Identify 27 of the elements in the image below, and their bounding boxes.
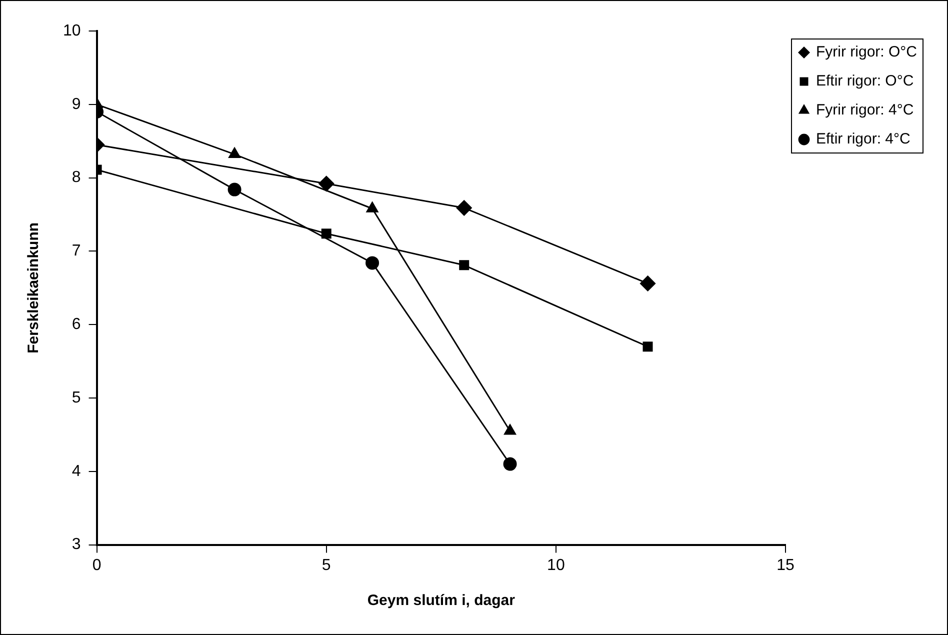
point: [321, 228, 332, 239]
point: [318, 176, 334, 192]
y-tick-label: 9: [72, 96, 81, 113]
y-tick-label: 8: [72, 169, 81, 186]
point: [503, 457, 517, 471]
point: [640, 276, 656, 292]
x-tick-label: 15: [776, 556, 795, 574]
y-tick-label: 4: [72, 462, 81, 480]
x-axis-title: Geym slutím i, dagar: [367, 592, 516, 610]
y-tick-label: 3: [72, 536, 81, 554]
x-tick-label: 10: [547, 556, 565, 574]
legend-label: Eftir rigor: 4°C: [816, 130, 911, 148]
point: [459, 260, 470, 270]
y-tick-label: 10: [63, 22, 81, 40]
point: [366, 202, 378, 212]
point: [642, 342, 653, 352]
y-tick-label: 7: [72, 242, 81, 260]
x-tick-label: 0: [92, 556, 102, 574]
legend-label: Eftir rigor: O°C: [816, 72, 914, 90]
legend-label: Fyrir rigor: O°C: [816, 44, 918, 61]
y-tick-label: 5: [72, 389, 81, 406]
y-tick-label: 6: [72, 316, 81, 334]
y-axis-title: Ferskleikaeinkunn: [25, 222, 42, 354]
point: [456, 200, 472, 216]
legend-label: Fyrir rigor: 4°C: [816, 102, 914, 119]
x-tick-label: 5: [322, 556, 331, 574]
point: [366, 256, 380, 270]
